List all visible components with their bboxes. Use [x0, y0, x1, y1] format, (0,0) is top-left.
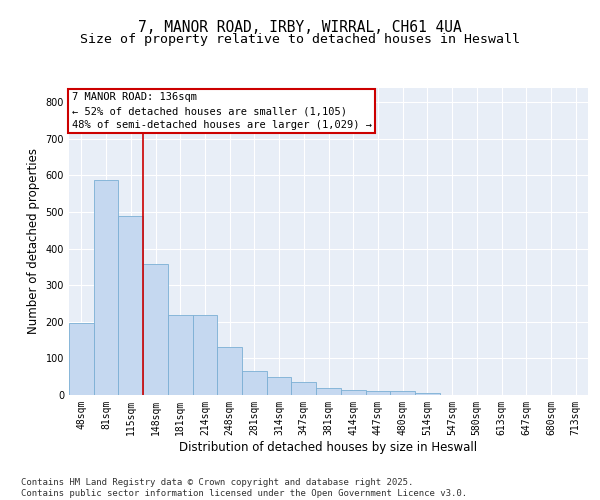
Bar — [69, 324, 94, 395]
Text: 7 MANOR ROAD: 136sqm
← 52% of detached houses are smaller (1,105)
48% of semi-de: 7 MANOR ROAD: 136sqm ← 52% of detached h… — [71, 92, 371, 130]
Y-axis label: Number of detached properties: Number of detached properties — [27, 148, 40, 334]
Bar — [390, 392, 415, 395]
Bar — [143, 264, 168, 395]
Bar — [242, 371, 267, 395]
Bar — [267, 376, 292, 395]
Text: Size of property relative to detached houses in Heswall: Size of property relative to detached ho… — [80, 32, 520, 46]
Bar — [365, 392, 390, 395]
Bar — [316, 388, 341, 395]
Bar — [168, 315, 193, 395]
Bar — [217, 348, 242, 395]
Bar — [341, 390, 365, 395]
Bar — [415, 393, 440, 395]
Bar — [292, 382, 316, 395]
Text: 7, MANOR ROAD, IRBY, WIRRAL, CH61 4UA: 7, MANOR ROAD, IRBY, WIRRAL, CH61 4UA — [138, 20, 462, 35]
Bar — [193, 315, 217, 395]
Bar — [94, 180, 118, 395]
Bar — [118, 216, 143, 395]
X-axis label: Distribution of detached houses by size in Heswall: Distribution of detached houses by size … — [179, 440, 478, 454]
Text: Contains HM Land Registry data © Crown copyright and database right 2025.
Contai: Contains HM Land Registry data © Crown c… — [21, 478, 467, 498]
